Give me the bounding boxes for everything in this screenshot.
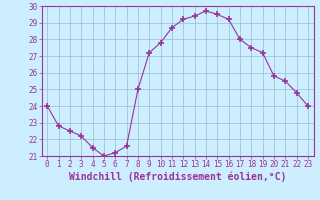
X-axis label: Windchill (Refroidissement éolien,°C): Windchill (Refroidissement éolien,°C) <box>69 172 286 182</box>
